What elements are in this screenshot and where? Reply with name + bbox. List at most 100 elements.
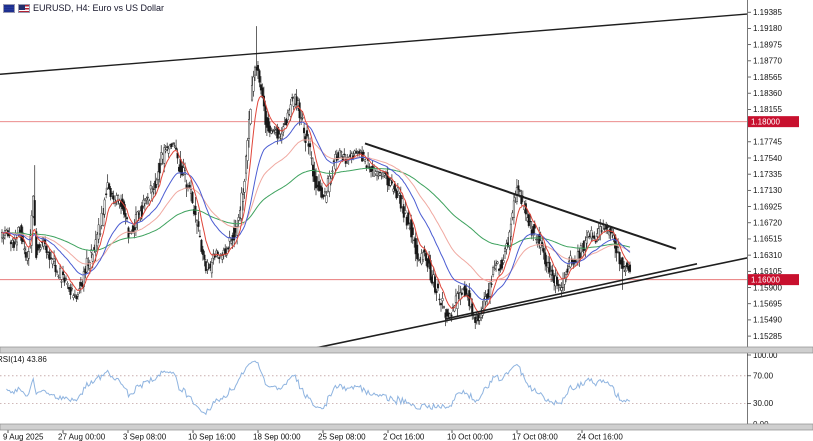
candle: [301, 117, 304, 119]
candle: [434, 276, 437, 293]
candle: [456, 293, 459, 309]
candle: [478, 317, 481, 321]
candle: [252, 76, 255, 92]
price-tick-label: 1.19180: [753, 24, 782, 33]
candle: [175, 147, 178, 150]
candle: [390, 181, 393, 184]
candle: [303, 127, 306, 134]
support-line-short[interactable]: [444, 263, 698, 320]
candle: [490, 283, 493, 285]
rsi-line: [6, 360, 631, 416]
candle: [102, 214, 105, 226]
price-tick-label: 1.18565: [753, 73, 782, 82]
candle: [227, 247, 230, 250]
candle: [529, 220, 532, 223]
candle: [322, 194, 325, 198]
candle: [48, 251, 51, 261]
candle: [334, 154, 337, 170]
candle: [578, 250, 581, 259]
candle: [533, 224, 536, 229]
candle: [125, 217, 129, 220]
time-axis[interactable]: 9 Aug 2025 27 Aug 00:00 3 Sep 08:00 10 Sep …: [0, 429, 813, 441]
candle: [45, 245, 48, 254]
candle: [33, 200, 36, 226]
candle: [39, 247, 42, 250]
candle: [496, 261, 499, 264]
candle: [221, 255, 224, 260]
candle: [623, 266, 626, 268]
price-tick-label: 1.17130: [753, 186, 782, 195]
candle: [551, 269, 554, 276]
candle: [401, 198, 404, 207]
candle: [289, 104, 292, 117]
candle: [625, 262, 629, 268]
upper-channel-line[interactable]: [0, 13, 747, 75]
candle: [325, 195, 328, 203]
candle: [267, 118, 270, 132]
candle: [73, 294, 76, 296]
candle: [362, 151, 365, 155]
candle: [64, 278, 68, 280]
candle: [72, 295, 75, 298]
candle: [364, 159, 367, 162]
candle: [441, 298, 444, 302]
candle: [2, 237, 5, 239]
candle: [355, 151, 358, 154]
candle: [109, 188, 112, 197]
candle: [111, 193, 114, 195]
candle: [309, 143, 312, 148]
candle: [268, 125, 271, 133]
pane-separators[interactable]: [0, 346, 813, 431]
pane-separator[interactable]: [0, 423, 813, 431]
candle: [600, 230, 603, 232]
candle: [508, 231, 511, 248]
ma-line-slow-salmon: [1, 139, 631, 283]
candle: [243, 181, 246, 193]
candle: [210, 262, 213, 274]
candle: [250, 85, 254, 101]
candle: [143, 200, 146, 204]
price-axis[interactable]: 1.18000 1.16000 1.19385 1.19180 1.18975 1.187…: [747, 0, 799, 430]
candle: [240, 192, 243, 219]
candle: [542, 248, 545, 253]
candle: [12, 241, 15, 248]
rsi-tick-label: 30.00: [753, 399, 774, 408]
candle: [618, 252, 621, 265]
rsi-tick-label: 70.00: [753, 372, 774, 381]
triangle-resistance-line[interactable]: [364, 142, 677, 250]
price-tick-label: 1.16720: [753, 219, 782, 228]
candle: [246, 140, 249, 161]
support-line-long[interactable]: [310, 250, 786, 349]
candle: [112, 195, 115, 200]
candle: [59, 268, 62, 279]
candle: [54, 265, 57, 273]
candle: [75, 295, 78, 300]
candle: [230, 240, 233, 244]
time-tick-label: 17 Oct 08:00: [512, 433, 558, 441]
candle: [96, 234, 99, 247]
candle: [407, 212, 410, 225]
candle: [593, 235, 596, 239]
candle: [556, 277, 559, 285]
rsi-pane[interactable]: [0, 360, 747, 416]
candle: [377, 175, 380, 177]
candle: [63, 277, 66, 283]
candle: [628, 264, 632, 272]
svg-text:1.16000: 1.16000: [751, 276, 780, 285]
trend-lines-layer[interactable]: [0, 13, 786, 349]
candle: [258, 70, 261, 83]
candle: [82, 271, 85, 287]
price-tick-label: 1.15285: [753, 332, 782, 341]
candle: [15, 241, 18, 246]
candle: [271, 130, 274, 132]
candle: [291, 97, 294, 99]
candle: [286, 112, 289, 121]
candle: [425, 252, 428, 261]
price-tick-label: 1.19385: [753, 8, 782, 17]
candle: [378, 171, 382, 174]
time-tick-label: 9 Aug 2025: [3, 433, 44, 441]
time-tick-label: 18 Sep 00:00: [253, 433, 301, 441]
pane-separator[interactable]: [0, 346, 813, 354]
candle: [544, 252, 547, 265]
